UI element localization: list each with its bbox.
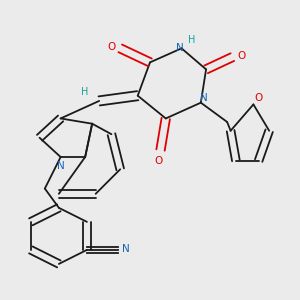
Text: O: O xyxy=(254,93,263,103)
Text: N: N xyxy=(176,43,184,52)
Text: N: N xyxy=(200,94,208,103)
Text: O: O xyxy=(237,51,245,61)
Text: N: N xyxy=(122,244,129,254)
Text: H: H xyxy=(82,87,89,97)
Text: N: N xyxy=(57,161,65,171)
Text: H: H xyxy=(188,34,196,45)
Text: O: O xyxy=(107,42,116,52)
Text: O: O xyxy=(154,155,163,166)
